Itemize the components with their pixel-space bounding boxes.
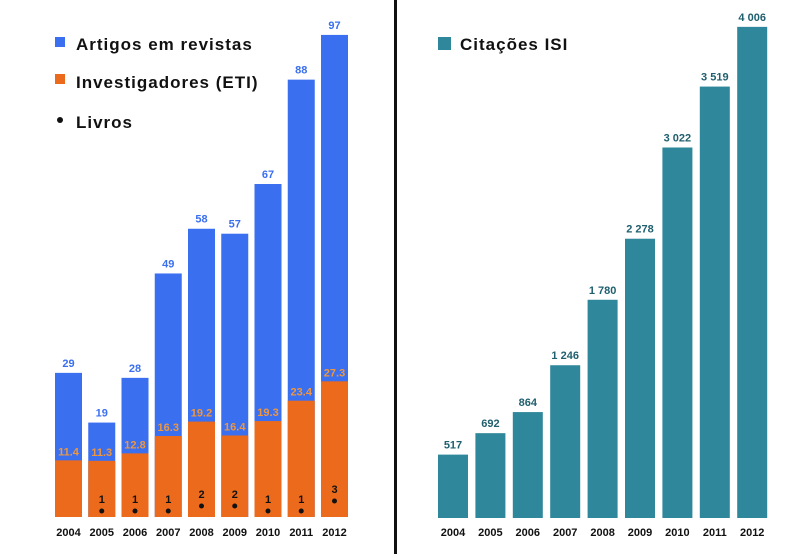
label-investigadores: 12.8 <box>124 439 145 451</box>
bar-investigadores <box>254 421 282 517</box>
bar-citacoes <box>662 147 693 518</box>
x-tick-label: 2010 <box>665 527 689 539</box>
label-artigos: 58 <box>195 214 207 226</box>
label-artigos: 49 <box>162 258 174 270</box>
divider <box>394 0 397 554</box>
label-artigos: 88 <box>295 65 307 77</box>
bar-citacoes <box>512 412 543 518</box>
label-citacoes: 692 <box>481 418 499 430</box>
label-artigos: 28 <box>129 363 141 375</box>
label-investigadores: 19.3 <box>257 407 278 419</box>
label-citacoes: 517 <box>444 440 462 452</box>
label-livros: 2 <box>198 489 204 501</box>
label-investigadores: 23.4 <box>291 387 313 399</box>
bar-investigadores <box>55 460 82 517</box>
bar-citacoes <box>475 433 506 518</box>
label-livros: 1 <box>165 494 171 506</box>
dot-livros <box>165 508 171 514</box>
label-investigadores: 11.3 <box>91 447 112 459</box>
bar-citacoes <box>550 365 581 518</box>
x-tick-label: 2011 <box>703 527 727 539</box>
x-tick-label: 2007 <box>156 527 180 539</box>
legend-swatch-artigos <box>55 37 65 47</box>
x-tick-label: 2004 <box>441 527 466 539</box>
x-tick-label: 2005 <box>90 527 114 539</box>
legend-artigos: Artigos em revistas <box>76 35 253 54</box>
x-tick-label: 2010 <box>256 527 280 539</box>
dot-livros <box>332 498 337 504</box>
legend-swatch-investigadores <box>55 74 65 84</box>
bar-citacoes <box>699 86 730 518</box>
label-investigadores: 11.4 <box>58 446 80 458</box>
bar-citacoes <box>587 299 618 518</box>
label-livros: 1 <box>265 494 271 506</box>
dot-livros <box>265 508 271 514</box>
dot-livros <box>99 508 105 514</box>
legend-dot-livros <box>57 117 63 123</box>
label-livros: 2 <box>232 489 238 501</box>
label-citacoes: 864 <box>519 397 538 409</box>
x-tick-label: 2005 <box>478 527 502 539</box>
label-investigadores: 16.3 <box>158 422 179 434</box>
label-citacoes: 2 278 <box>626 224 654 236</box>
x-tick-label: 2007 <box>553 527 577 539</box>
label-investigadores: 27.3 <box>324 367 345 379</box>
label-investigadores: 19.2 <box>191 408 212 420</box>
label-livros: 1 <box>298 494 304 506</box>
label-livros: 1 <box>132 494 138 506</box>
left-chart: Artigos em revistas Investigadores (ETI)… <box>55 20 348 539</box>
label-artigos: 29 <box>62 358 74 370</box>
x-tick-label: 2009 <box>628 527 652 539</box>
label-citacoes: 4 006 <box>738 12 766 24</box>
label-citacoes: 1 246 <box>551 350 579 362</box>
label-citacoes: 3 022 <box>664 133 692 145</box>
x-tick-label: 2009 <box>223 527 247 539</box>
bar-citacoes <box>625 238 655 518</box>
bar-investigadores <box>221 435 249 517</box>
x-tick-label: 2011 <box>289 527 313 539</box>
label-investigadores: 16.4 <box>224 421 246 433</box>
bar-investigadores <box>88 460 116 517</box>
label-artigos: 19 <box>96 408 108 420</box>
label-livros: 1 <box>99 494 105 506</box>
bar-investigadores <box>321 381 348 517</box>
dot-livros <box>298 508 304 514</box>
label-artigos: 97 <box>328 20 340 32</box>
x-tick-label: 2004 <box>56 527 81 539</box>
bar-investigadores <box>154 435 182 517</box>
label-citacoes: 3 519 <box>701 72 729 84</box>
bar-investigadores <box>121 453 149 517</box>
legend-livros: Livros <box>76 113 133 132</box>
bar-investigadores <box>188 421 215 517</box>
bar-citacoes <box>438 454 468 518</box>
right-chart: Citações ISI 517 2004 692 2005 864 2006 1 246 2… <box>438 12 768 539</box>
dot-livros <box>232 503 238 509</box>
label-livros: 3 <box>331 484 337 496</box>
x-tick-label: 2006 <box>516 527 540 539</box>
x-tick-label: 2012 <box>740 527 764 539</box>
bar-investigadores <box>287 400 315 517</box>
bar-citacoes <box>737 26 768 518</box>
label-artigos: 57 <box>229 219 241 231</box>
label-citacoes: 1 780 <box>589 285 617 297</box>
x-tick-label: 2012 <box>322 527 346 539</box>
dot-livros <box>199 503 204 509</box>
label-artigos: 67 <box>262 169 274 181</box>
dot-livros <box>132 508 138 514</box>
x-tick-label: 2006 <box>123 527 147 539</box>
legend-swatch-citacoes <box>438 37 451 50</box>
x-tick-label: 2008 <box>189 527 213 539</box>
legend-investigadores: Investigadores (ETI) <box>76 73 258 92</box>
legend-citacoes: Citações ISI <box>460 35 568 54</box>
x-tick-label: 2008 <box>590 527 614 539</box>
